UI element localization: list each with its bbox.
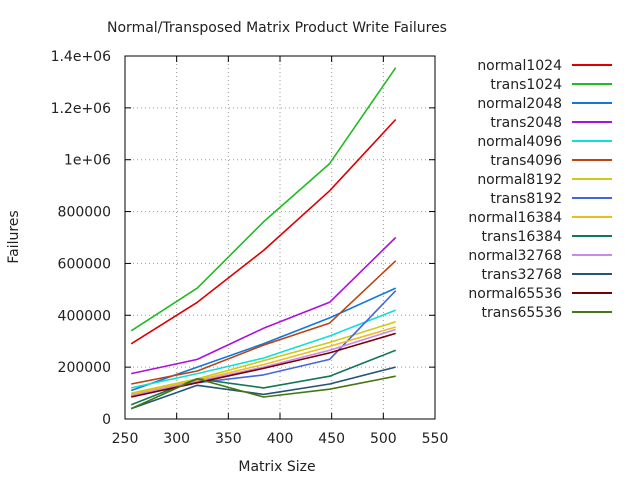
legend-label: normal2048 [477, 96, 562, 112]
series-line-normal16384 [131, 326, 396, 396]
series-line-trans32768 [130, 366, 396, 410]
legend-label: trans32768 [481, 267, 562, 283]
y-tick-label: 1.2e+06 [51, 101, 112, 117]
y-tick-label: 600000 [58, 256, 111, 272]
chart-title: Normal/Transposed Matrix Product Write F… [107, 20, 447, 36]
y-tick-label: 1e+06 [64, 153, 111, 169]
legend-label: normal16384 [468, 210, 562, 226]
y-tick-label: 400000 [58, 308, 111, 324]
series-line-trans4096 [131, 260, 397, 385]
series-line-normal4096 [131, 309, 396, 389]
series-line-normal65536 [131, 332, 396, 398]
legend-label: normal4096 [477, 134, 562, 150]
y-tick-label: 0 [102, 412, 111, 428]
legend-label: trans1024 [490, 77, 562, 93]
y-tick-label: 200000 [58, 360, 111, 376]
legend-label: trans2048 [490, 115, 562, 131]
series-line-trans65536 [130, 375, 396, 410]
x-tick-label: 250 [112, 431, 139, 447]
axis-ticks: 250 300 350 400 450 500 550 0 200000 400000 600000… [51, 49, 449, 447]
series-lines [130, 67, 397, 410]
legend-label: normal8192 [477, 172, 562, 188]
y-tick-label: 800000 [58, 205, 111, 221]
legend: normal1024 trans1024 normal2048 trans2048 no… [468, 58, 612, 321]
x-tick-label: 350 [215, 431, 242, 447]
legend-label: trans4096 [490, 153, 562, 169]
legend-label: trans8192 [490, 191, 562, 207]
series-line-normal1024 [130, 118, 397, 345]
grid [125, 56, 435, 419]
series-line-trans1024 [130, 67, 397, 332]
x-tick-label: 500 [370, 431, 397, 447]
legend-label: trans16384 [481, 229, 562, 245]
y-tick-label: 1.4e+06 [51, 49, 112, 65]
legend-label: normal32768 [468, 248, 562, 264]
legend-label: normal1024 [477, 58, 562, 74]
x-tick-label: 400 [267, 431, 294, 447]
x-tick-label: 550 [422, 431, 449, 447]
series-line-normal32768 [131, 328, 396, 397]
x-axis-label: Matrix Size [238, 459, 315, 475]
legend-label: trans65536 [481, 305, 562, 321]
series-line-trans2048 [131, 236, 397, 375]
legend-label: normal65536 [468, 286, 562, 302]
x-tick-label: 300 [163, 431, 190, 447]
y-axis-label: Failures [6, 210, 22, 263]
x-tick-label: 450 [318, 431, 345, 447]
